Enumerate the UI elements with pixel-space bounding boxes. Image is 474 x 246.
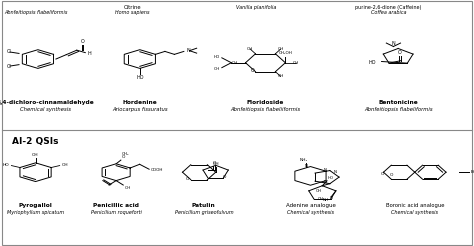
Text: AI-2 QSIs: AI-2 QSIs: [12, 137, 58, 146]
Text: O: O: [186, 177, 190, 181]
Text: COOH: COOH: [151, 168, 164, 172]
Text: OH: OH: [212, 162, 219, 166]
Text: O: O: [329, 196, 333, 200]
Text: Patulin: Patulin: [192, 203, 216, 208]
Text: Citrine: Citrine: [124, 5, 142, 10]
Text: HO: HO: [328, 176, 334, 180]
Text: O: O: [222, 175, 226, 179]
Text: OH: OH: [62, 163, 68, 167]
Text: Vanilla planifolia: Vanilla planifolia: [236, 5, 276, 10]
Text: N: N: [323, 180, 326, 184]
Text: Chemical synthesis: Chemical synthesis: [287, 210, 334, 215]
Text: OH: OH: [125, 186, 131, 190]
Text: HO: HO: [136, 75, 144, 80]
Text: OH: OH: [277, 74, 284, 78]
Text: O: O: [398, 49, 402, 55]
Text: OH: OH: [247, 47, 254, 51]
Text: Chemical synthesis: Chemical synthesis: [19, 107, 71, 111]
Text: B(OH)₂: B(OH)₂: [470, 170, 474, 174]
Text: Adenine analogue: Adenine analogue: [285, 203, 336, 208]
Text: HO: HO: [214, 55, 220, 59]
Text: Ariocarpus fissuratus: Ariocarpus fissuratus: [112, 107, 168, 111]
Text: O: O: [81, 39, 84, 44]
Text: Abnfeitiopsis flabeliformis: Abnfeitiopsis flabeliformis: [4, 10, 67, 15]
Text: Hordenine: Hordenine: [122, 100, 157, 105]
Text: Cl: Cl: [7, 49, 11, 54]
Text: CH₃: CH₃: [122, 152, 129, 156]
Text: Floridoside: Floridoside: [247, 100, 284, 105]
Text: OH: OH: [318, 197, 324, 201]
Text: Boronic acid analogue: Boronic acid analogue: [385, 203, 444, 208]
Text: Cl: Cl: [7, 64, 11, 69]
Text: N: N: [334, 170, 337, 174]
Text: HO: HO: [368, 60, 376, 65]
Text: purine-2,6-dione (Caffeine): purine-2,6-dione (Caffeine): [356, 5, 422, 10]
Text: Chemical synthesis: Chemical synthesis: [391, 210, 438, 215]
Text: Penicillum griseofulvum: Penicillum griseofulvum: [174, 210, 233, 215]
Text: HO: HO: [3, 163, 9, 167]
Text: Homo sapiens: Homo sapiens: [116, 10, 150, 15]
Text: NH₂: NH₂: [299, 158, 308, 162]
Text: Myriophyllum spicatum: Myriophyllum spicatum: [7, 210, 64, 215]
Text: OH: OH: [277, 47, 284, 51]
Text: CH₂OH: CH₂OH: [278, 51, 292, 55]
Text: Penicilium roqueforti: Penicilium roqueforti: [91, 210, 142, 215]
Text: Abnfeitiopsis flabeliformis: Abnfeitiopsis flabeliformis: [364, 107, 432, 111]
Text: OH: OH: [214, 67, 220, 71]
Text: Penicillic acid: Penicillic acid: [93, 203, 139, 208]
Text: Coffea arabica: Coffea arabica: [371, 10, 406, 15]
Text: OH: OH: [316, 189, 322, 193]
Text: OH: OH: [292, 61, 299, 65]
Text: O: O: [381, 172, 384, 176]
Text: NH: NH: [323, 198, 329, 202]
Text: O: O: [390, 173, 393, 177]
Text: N: N: [323, 168, 326, 172]
Text: N: N: [186, 48, 190, 53]
Text: H: H: [87, 51, 91, 56]
Text: O: O: [251, 68, 255, 73]
Text: Abnfeitiopsis flabeliiformis: Abnfeitiopsis flabeliiformis: [230, 107, 301, 111]
Text: N: N: [392, 42, 395, 46]
Text: Bentonicine: Bentonicine: [378, 100, 418, 105]
Text: 3,4-dichloro-cinnamaldehyde: 3,4-dichloro-cinnamaldehyde: [0, 100, 94, 105]
Text: Pyrogallol: Pyrogallol: [18, 203, 53, 208]
Text: N: N: [304, 164, 307, 168]
Text: OH: OH: [32, 153, 39, 157]
Text: O: O: [122, 155, 125, 159]
Text: OH: OH: [232, 61, 238, 65]
Text: O: O: [212, 161, 216, 165]
